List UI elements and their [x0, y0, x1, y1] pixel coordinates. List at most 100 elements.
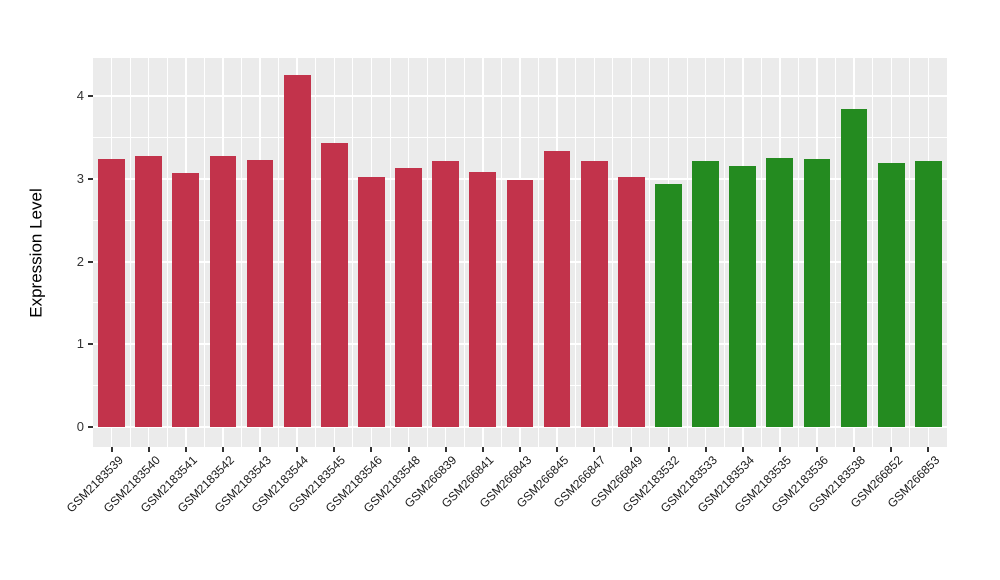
gridline-minor	[575, 58, 577, 447]
bar-slot	[798, 58, 835, 427]
y-tick-label: 4	[76, 88, 84, 103]
gridline-minor	[649, 58, 651, 447]
bar-GSM2183540	[135, 155, 163, 427]
x-tick-mark	[407, 447, 410, 452]
bar-GSM2183546	[358, 177, 385, 427]
x-tick-mark	[444, 447, 447, 452]
y-tick-label: 3	[76, 170, 84, 186]
bar-slot	[873, 58, 910, 427]
bar-slot	[427, 58, 464, 427]
bar-slot	[650, 58, 687, 427]
x-tick-mark	[741, 447, 744, 452]
x-tick-mark	[853, 447, 856, 452]
y-axis-title-text: Expression Level	[27, 187, 46, 318]
gridline-minor	[686, 58, 688, 447]
x-tick-mark	[519, 447, 521, 452]
x-tick-mark	[259, 447, 262, 452]
gridline-minor	[203, 58, 205, 447]
bar-GSM266843	[506, 179, 534, 427]
plot-panel	[93, 58, 947, 447]
bar-GSM2183534	[729, 165, 757, 427]
gridline-minor	[909, 58, 911, 447]
gridline-minor	[612, 58, 614, 447]
gridline-minor	[538, 58, 540, 447]
gridline-minor	[835, 58, 837, 447]
bar-GSM266849	[617, 177, 645, 427]
bar-GSM2183542	[209, 155, 237, 427]
bar-GSM2183539	[98, 158, 125, 427]
gridline-minor	[241, 58, 243, 447]
bar-slot	[687, 58, 724, 427]
gridline-minor	[872, 58, 874, 447]
bar-slot	[501, 58, 538, 427]
x-tick-mark	[333, 447, 336, 452]
bar-GSM2183533	[692, 160, 719, 427]
bar-slot	[910, 58, 947, 427]
bar-GSM2183544	[283, 74, 311, 427]
x-tick-mark	[630, 447, 633, 452]
y-tick-mark	[88, 260, 93, 263]
x-tick-mark	[147, 447, 150, 452]
x-tick-mark	[296, 447, 299, 452]
bar-slot	[761, 58, 798, 427]
bar-slot	[204, 58, 241, 427]
gridline-minor	[463, 58, 465, 447]
y-tick-label: 1	[76, 336, 84, 352]
bar-GSM266845	[543, 151, 571, 427]
bar-slot	[390, 58, 427, 427]
bar-slot	[279, 58, 316, 427]
x-tick-mark	[370, 447, 373, 452]
bar-slot	[836, 58, 873, 427]
bar-GSM2183548	[395, 168, 422, 427]
gridline-minor	[426, 58, 428, 447]
bar-GSM266852	[877, 163, 905, 427]
gridline-minor	[166, 58, 168, 447]
y-tick-mark	[88, 426, 93, 428]
bar-slot	[93, 58, 130, 427]
bar-GSM266841	[469, 172, 497, 427]
bar-slot	[613, 58, 650, 427]
bar-slot	[316, 58, 353, 427]
gridline-minor	[723, 58, 725, 447]
gridline-minor	[500, 58, 502, 447]
bar-GSM2183543	[246, 159, 274, 427]
x-tick-mark	[927, 447, 930, 452]
gridline-minor	[389, 58, 391, 447]
bar-GSM266853	[914, 161, 942, 427]
x-tick-mark	[481, 447, 484, 452]
x-tick-mark	[704, 447, 707, 452]
bar-slot	[130, 58, 167, 427]
x-tick-mark	[667, 447, 670, 452]
gridline-minor	[315, 58, 317, 447]
x-tick-mark	[110, 447, 113, 452]
y-tick-mark	[88, 177, 93, 180]
bar-GSM2183536	[803, 158, 831, 427]
x-tick-mark	[816, 447, 819, 452]
bar-GSM2183545	[320, 143, 348, 427]
x-tick-mark	[778, 447, 781, 452]
bar-slot	[539, 58, 576, 427]
bar-GSM2183538	[840, 109, 868, 427]
gridline-minor	[797, 58, 799, 447]
gridline-minor	[352, 58, 354, 447]
gridline-minor	[129, 58, 131, 447]
bar-slot	[724, 58, 761, 427]
x-tick-mark	[556, 447, 559, 452]
bar-slot	[464, 58, 501, 427]
bar-slot	[576, 58, 613, 427]
bar-GSM2183541	[172, 172, 200, 427]
x-tick-mark	[890, 447, 893, 452]
x-tick-mark	[184, 447, 187, 452]
x-tick-mark	[593, 447, 596, 452]
y-tick-label: 2	[76, 253, 84, 269]
y-tick-mark	[88, 343, 93, 346]
bar-GSM266839	[432, 160, 460, 427]
bar-GSM2183535	[766, 158, 794, 427]
bar-GSM2183532	[655, 183, 682, 427]
bar-slot	[353, 58, 390, 427]
bar-slot	[242, 58, 279, 427]
y-tick-label: 0	[76, 419, 84, 434]
bars-container	[93, 58, 947, 427]
y-tick-mark	[88, 95, 93, 97]
